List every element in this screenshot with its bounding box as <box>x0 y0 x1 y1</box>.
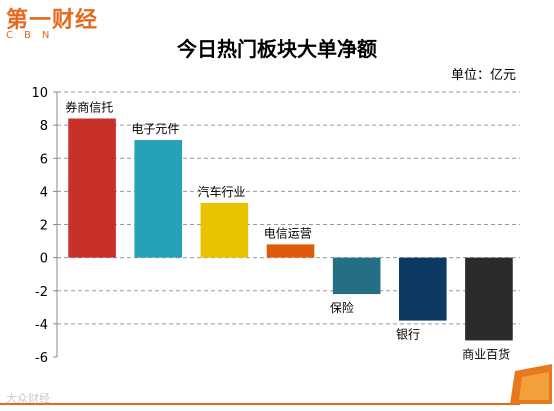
bar <box>332 257 381 295</box>
category-label: 商业百货 <box>462 346 510 361</box>
category-label: 电信运营 <box>264 226 312 240</box>
y-tick-label: -2 <box>35 285 48 300</box>
y-tick-label: 4 <box>40 185 48 200</box>
logo-english-text: CBN <box>6 30 61 41</box>
y-tick-label: 0 <box>40 252 48 267</box>
bar <box>200 202 249 258</box>
category-label: 电子元件 <box>131 122 179 136</box>
chart-title: 今日热门板块大单净额 <box>177 37 377 61</box>
y-tick-label: -6 <box>35 351 48 366</box>
bar <box>68 118 116 258</box>
bar <box>465 257 513 341</box>
category-label: 汽车行业 <box>198 184 246 199</box>
watermark-text: 大众财经 <box>6 392 50 405</box>
y-tick-label: 8 <box>40 119 48 134</box>
cbn-logo: 第一财经 CBN <box>6 2 98 41</box>
bar <box>134 140 183 258</box>
logo-chinese-text: 第一财经 <box>6 7 99 33</box>
y-tick-label: 2 <box>40 219 48 234</box>
y-tick-label: 10 <box>31 86 48 101</box>
y-tick-label: -4 <box>35 318 48 333</box>
bar <box>398 257 447 321</box>
category-label: 银行 <box>396 328 420 342</box>
category-label: 券商信托 <box>65 100 113 115</box>
unit-label: 单位：亿元 <box>450 68 516 83</box>
y-tick-label: 6 <box>40 152 48 167</box>
category-label: 保险 <box>330 300 354 315</box>
bar <box>266 244 315 258</box>
